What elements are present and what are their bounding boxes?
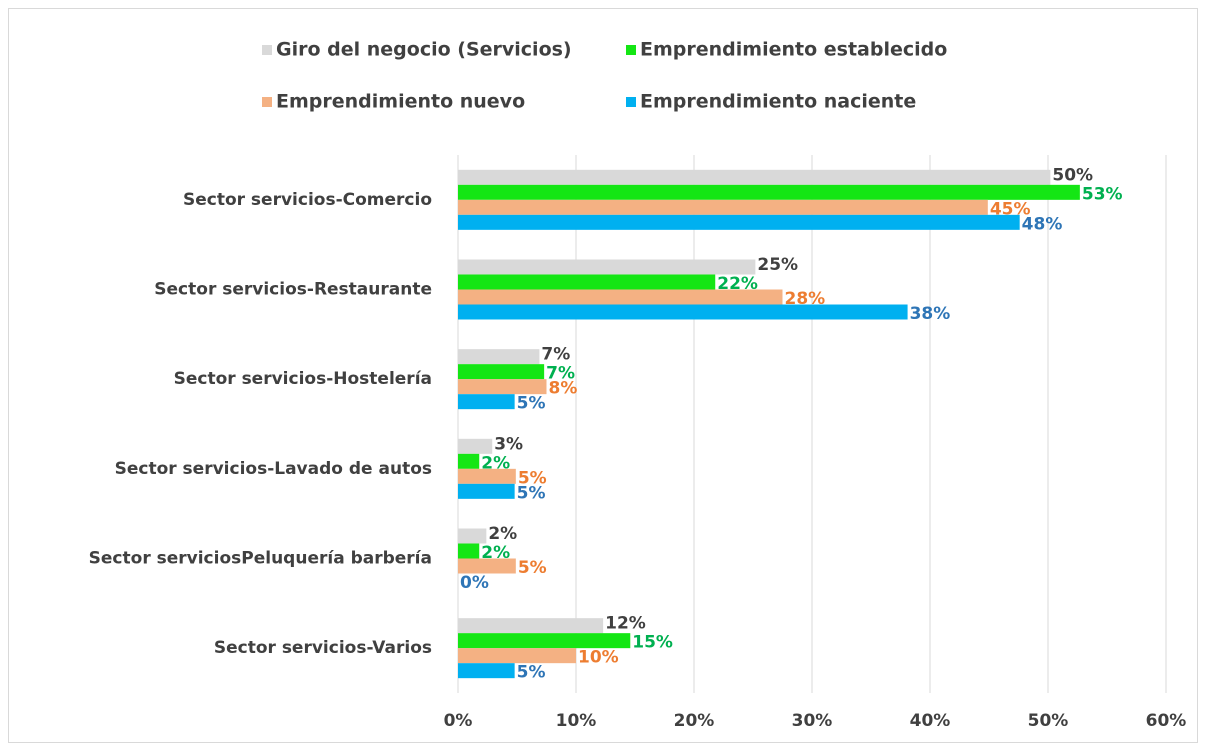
x-tick-label: 60%: [1146, 711, 1187, 731]
bar: [458, 633, 631, 649]
y-tick-label: Sector servicios-Hostelería: [174, 369, 432, 389]
legend-swatch: [262, 45, 272, 55]
data-label: 5%: [517, 483, 546, 503]
bar: [458, 618, 604, 634]
bar: [458, 438, 493, 454]
data-label: 2%: [481, 453, 510, 473]
data-label: 2%: [488, 524, 517, 544]
y-tick-label: Sector servicios-Varios: [214, 638, 432, 658]
bar: [458, 259, 756, 275]
data-label: 5%: [517, 663, 546, 683]
y-tick-label: Sector serviciosPeluquería barbería: [89, 549, 432, 569]
data-label: 15%: [632, 633, 673, 653]
data-label: 8%: [549, 379, 578, 399]
bar: [458, 184, 1080, 200]
legend-swatch: [626, 45, 636, 55]
data-label: 25%: [757, 255, 798, 275]
legend-label: Giro del negocio (Servicios): [276, 39, 572, 61]
bar: [458, 648, 576, 664]
data-label: 0%: [460, 573, 489, 593]
x-tick-label: 40%: [910, 711, 951, 731]
bar: [458, 349, 540, 365]
legend-swatch: [626, 97, 636, 107]
legend-swatch: [262, 97, 272, 107]
bar: [458, 304, 908, 320]
bar: [458, 214, 1020, 230]
x-tick-label: 50%: [1028, 711, 1069, 731]
data-label: 22%: [717, 274, 758, 294]
bar: [458, 199, 988, 215]
data-label: 5%: [517, 394, 546, 414]
y-tick-label: Sector servicios-Lavado de autos: [115, 459, 432, 479]
bar: [458, 543, 480, 559]
x-tick-label: 30%: [792, 711, 833, 731]
data-label: 7%: [541, 345, 570, 365]
data-label: 53%: [1082, 184, 1123, 204]
bar: [458, 394, 515, 410]
data-label: 7%: [546, 364, 575, 384]
bar: [458, 468, 516, 484]
bar: [458, 379, 547, 395]
data-label: 3%: [494, 434, 523, 454]
data-label: 48%: [1022, 214, 1063, 234]
bar: [458, 558, 516, 574]
data-label: 38%: [910, 304, 951, 324]
data-label: 50%: [1052, 165, 1093, 185]
legend-label: Emprendimiento naciente: [640, 91, 916, 113]
bar: [458, 289, 783, 305]
bar: [458, 453, 480, 469]
bar: [458, 663, 515, 679]
legend-label: Emprendimiento nuevo: [276, 91, 525, 113]
data-label: 28%: [785, 289, 826, 309]
x-tick-label: 20%: [674, 711, 715, 731]
data-label: 45%: [990, 199, 1031, 219]
bar: [458, 483, 515, 499]
data-label: 2%: [481, 543, 510, 563]
y-tick-label: Sector servicios-Comercio: [183, 190, 432, 210]
bar: [458, 169, 1051, 185]
data-label: 5%: [518, 468, 547, 488]
data-label: 10%: [578, 648, 619, 668]
y-tick-label: Sector servicios-Restaurante: [154, 280, 432, 300]
legend-label: Emprendimiento establecido: [640, 39, 947, 61]
x-tick-label: 0%: [444, 711, 473, 731]
bar: [458, 364, 545, 380]
data-label: 12%: [605, 614, 646, 634]
bar: [458, 528, 487, 544]
x-tick-label: 10%: [556, 711, 597, 731]
data-label: 5%: [518, 558, 547, 578]
bar: [458, 274, 716, 290]
